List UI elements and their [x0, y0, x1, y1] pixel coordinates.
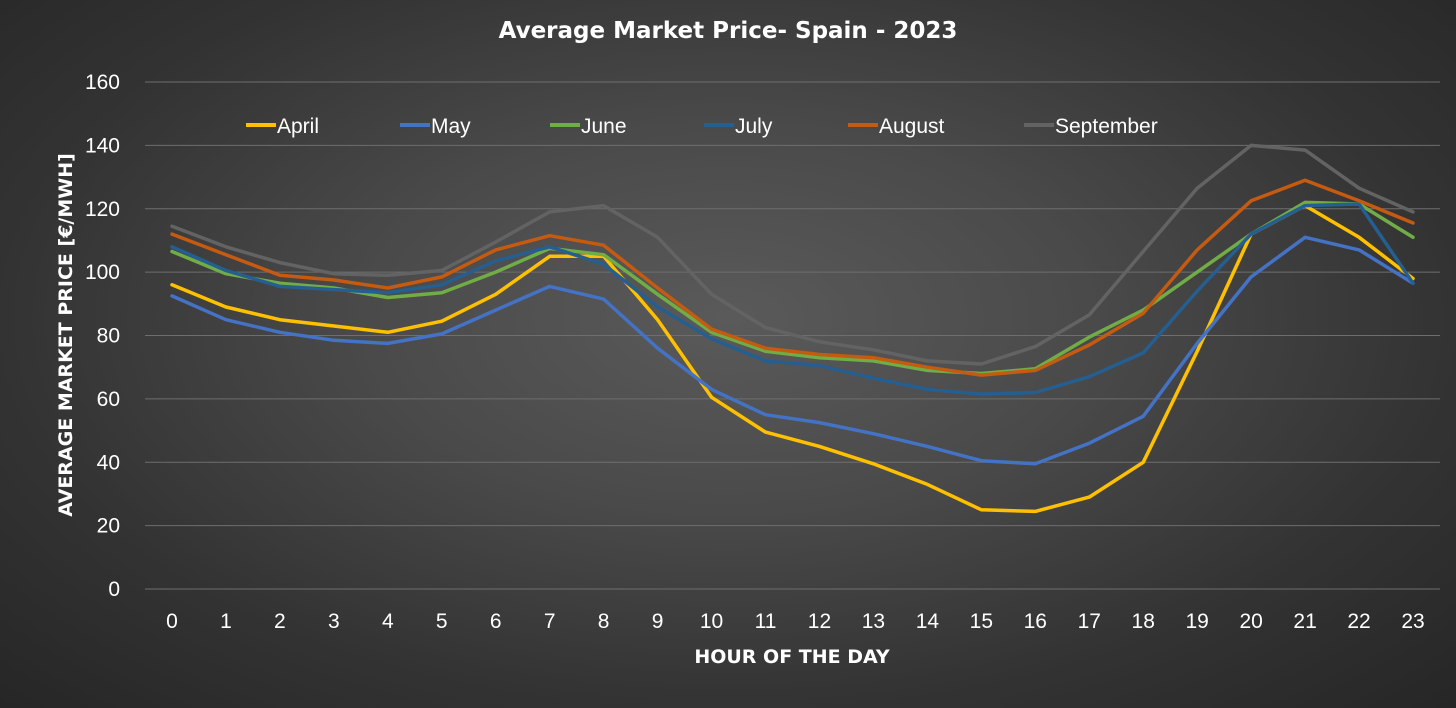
series-line-july — [170, 202, 1415, 396]
x-tick-label: 23 — [1401, 610, 1424, 633]
x-tick-label: 16 — [1024, 610, 1047, 633]
x-axis-title: HOUR OF THE DAY — [694, 646, 890, 668]
x-tick-label: 5 — [436, 610, 448, 633]
series-line-may — [170, 235, 1415, 466]
y-axis-title: AVERAGE MARKET PRICE [€/MWH] — [55, 153, 77, 517]
x-tick-label: 20 — [1239, 610, 1262, 633]
series-line-june — [170, 200, 1415, 376]
series-line-august — [170, 178, 1415, 377]
x-tick-label: 8 — [598, 610, 610, 633]
x-tick-label: 2 — [274, 610, 286, 633]
x-tick-label: 13 — [862, 610, 885, 633]
x-tick-label: 19 — [1186, 610, 1209, 633]
x-tick-label: 22 — [1347, 610, 1370, 633]
y-tick-label: 60 — [97, 388, 120, 411]
x-tick-label: 12 — [808, 610, 831, 633]
legend-label-july: July — [735, 115, 773, 138]
x-tick-label: 10 — [700, 610, 723, 633]
x-tick-label: 6 — [490, 610, 502, 633]
x-tick-label: 9 — [652, 610, 664, 633]
legend-label-may: May — [431, 115, 471, 138]
x-axis-ticks: 0 1 2 3 4 5 6 7 8 9 10 11 12 13 14 15 16 17 18 19 20 21 22 23 — [166, 610, 1425, 633]
chart-title: Average Market Price- Spain - 2023 — [499, 18, 958, 44]
y-tick-label: 160 — [85, 71, 120, 94]
legend-label-august: August — [879, 115, 945, 138]
legend: April May June July August September — [246, 115, 1158, 138]
x-tick-label: 17 — [1078, 610, 1101, 633]
x-tick-label: 7 — [544, 610, 556, 633]
y-tick-label: 0 — [108, 578, 120, 601]
x-tick-label: 3 — [328, 610, 340, 633]
x-tick-label: 0 — [166, 610, 178, 633]
series-lines — [170, 143, 1415, 514]
legend-label-june: June — [581, 115, 627, 138]
legend-label-april: April — [277, 115, 319, 138]
x-tick-label: 15 — [970, 610, 993, 633]
y-tick-label: 100 — [85, 261, 120, 284]
x-tick-label: 4 — [382, 610, 394, 633]
y-tick-label: 140 — [85, 134, 120, 157]
x-tick-label: 14 — [916, 610, 940, 633]
y-tick-label: 40 — [97, 451, 120, 474]
legend-label-september: September — [1055, 115, 1158, 138]
series-line-september — [170, 143, 1415, 366]
y-tick-label: 20 — [97, 515, 120, 538]
y-axis-ticks: 0 20 40 60 80 100 120 140 160 — [85, 71, 120, 601]
x-tick-label: 18 — [1132, 610, 1155, 633]
x-tick-label: 21 — [1293, 610, 1316, 633]
y-tick-label: 120 — [85, 198, 120, 221]
y-tick-label: 80 — [97, 325, 120, 348]
x-tick-label: 11 — [755, 610, 777, 633]
x-tick-label: 1 — [220, 610, 232, 633]
